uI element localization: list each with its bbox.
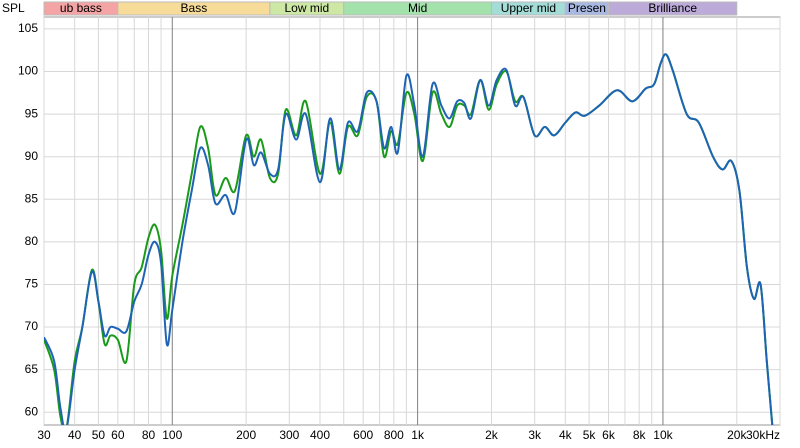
y-tick-label: 75 xyxy=(25,277,39,291)
x-tick-label: 5k xyxy=(583,428,597,442)
y-tick-label: 95 xyxy=(25,106,39,120)
y-tick-label: 65 xyxy=(25,362,39,376)
band-label: Presen xyxy=(568,1,606,15)
x-tick-label: 1k xyxy=(411,428,425,442)
x-tick-label: 20k xyxy=(727,428,747,442)
x-tick-label: 100 xyxy=(162,428,182,442)
x-tick-label: 30 xyxy=(37,428,51,442)
x-tick-label: 50 xyxy=(92,428,106,442)
y-tick-label: 100 xyxy=(18,64,38,78)
x-tick-label: 300 xyxy=(279,428,299,442)
x-tick-label: 2k xyxy=(485,428,499,442)
y-tick-label: 90 xyxy=(25,149,39,163)
x-tick-label: 3k xyxy=(528,428,542,442)
x-tick-label: 10k xyxy=(653,428,673,442)
x-tick-label: 4k xyxy=(559,428,573,442)
x-tick-label: 40 xyxy=(68,428,82,442)
band-label: Mid xyxy=(408,1,427,15)
y-tick-label: 85 xyxy=(25,191,39,205)
x-tick-label: 600 xyxy=(353,428,373,442)
band-label: Low mid xyxy=(284,1,329,15)
x-tick-label: 400 xyxy=(310,428,330,442)
y-tick-label: 60 xyxy=(25,404,39,418)
x-tick-label: 60 xyxy=(111,428,125,442)
band xyxy=(608,1,738,16)
band-label: Upper mid xyxy=(501,1,556,15)
band-label: Bass xyxy=(181,1,208,15)
y-axis-label: SPL xyxy=(2,1,25,15)
x-tick-label: 80 xyxy=(142,428,156,442)
band-label: Brilliance xyxy=(648,1,697,15)
x-tick-label: 6k xyxy=(602,428,616,442)
x-tick-label: 800 xyxy=(384,428,404,442)
y-tick-label: 105 xyxy=(18,21,38,35)
x-tick-label: 200 xyxy=(236,428,256,442)
plot-area xyxy=(43,16,781,426)
y-tick-label: 70 xyxy=(25,319,39,333)
band-label: ub bass xyxy=(60,1,102,15)
series-line xyxy=(44,53,774,425)
y-tick-label: 80 xyxy=(25,234,39,248)
x-tick-label: 8k xyxy=(633,428,647,442)
x-tick-label: 30kHz xyxy=(746,428,780,442)
